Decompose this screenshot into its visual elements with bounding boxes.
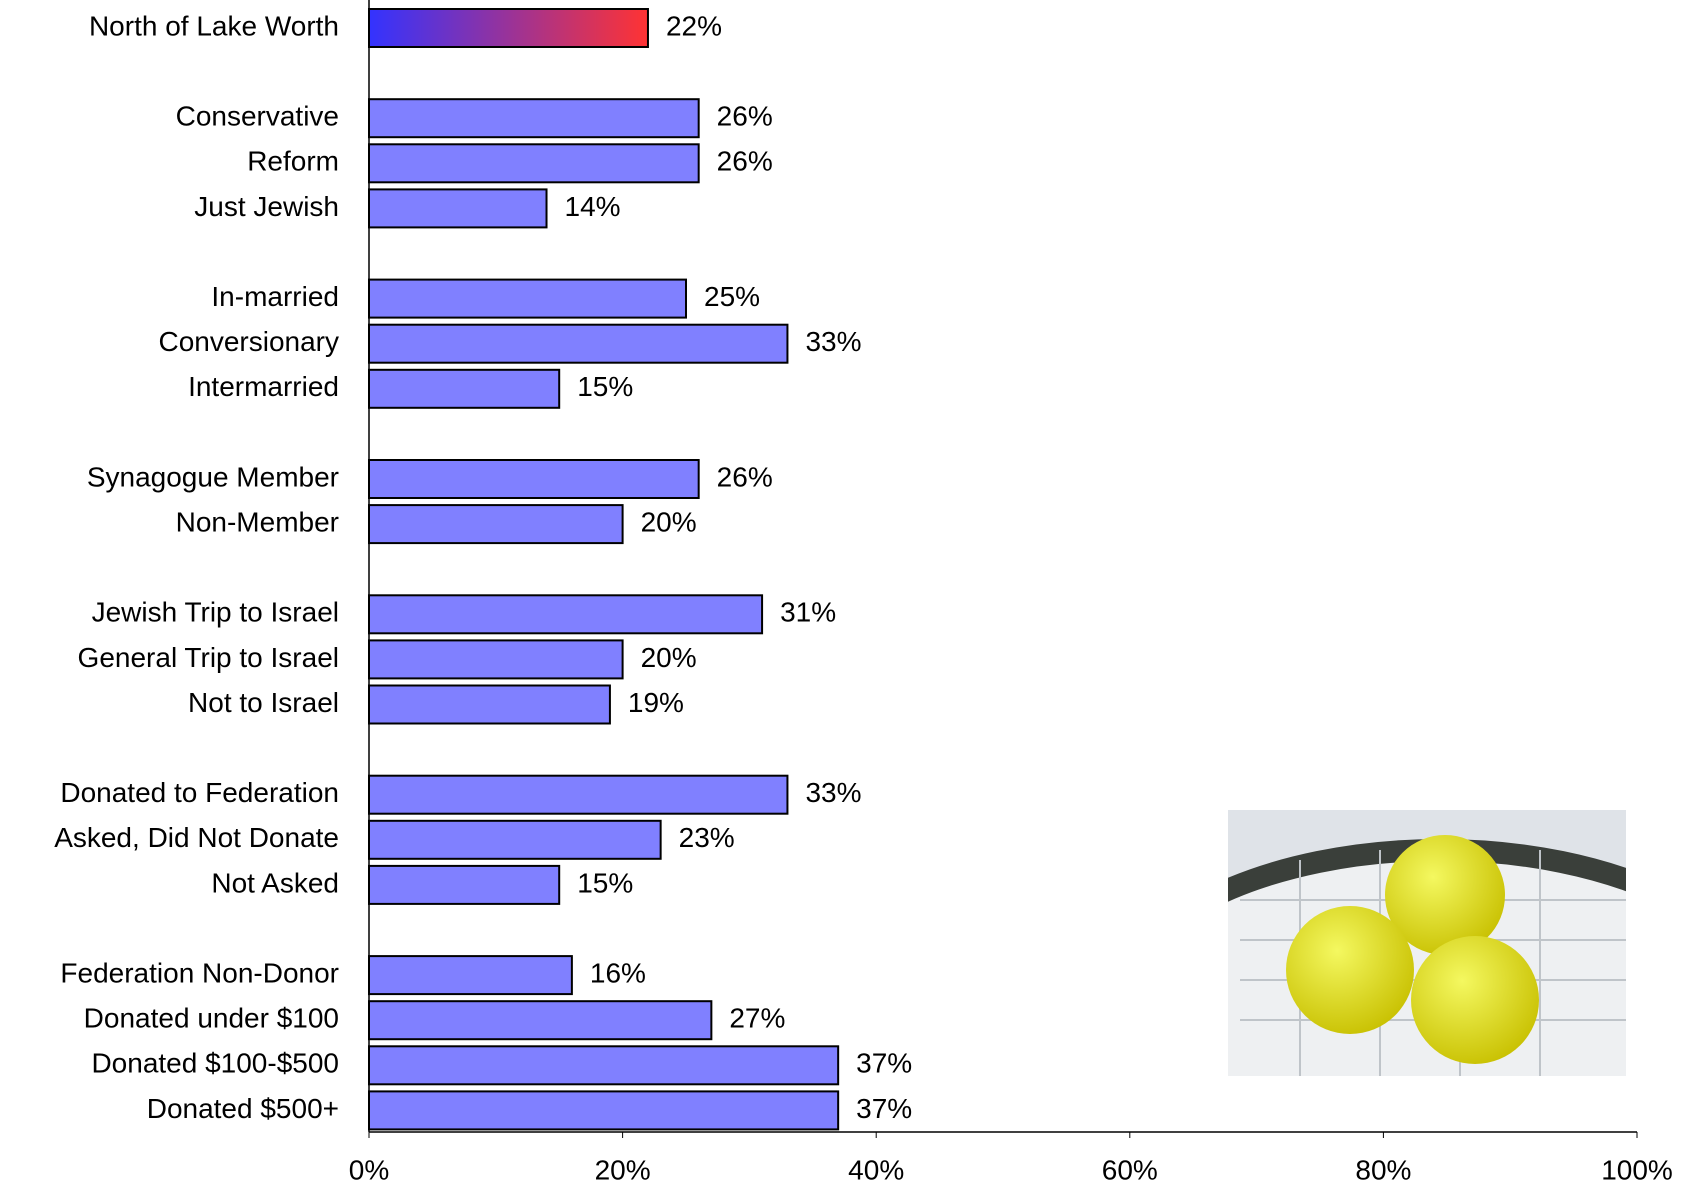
x-tick-label: 40% [848,1154,904,1185]
value-label: 20% [641,506,697,537]
value-label: 26% [717,101,773,132]
y-tick-label: In-married [211,281,339,312]
y-tick-label: Donated $500+ [147,1093,339,1124]
y-tick-label: Intermarried [188,371,339,402]
bar [368,684,611,725]
y-tick-label: Donated $100-$500 [91,1048,339,1079]
value-label: 20% [641,642,697,673]
bar [368,1045,840,1086]
x-tick-label: 80% [1355,1154,1411,1185]
value-label: 25% [704,281,760,312]
x-tick-label: 60% [1102,1154,1158,1185]
value-label: 23% [679,822,735,853]
bar [368,143,700,184]
value-label: 15% [577,867,633,898]
bar [368,278,687,319]
x-tick-label: 100% [1601,1154,1673,1185]
value-label: 33% [805,777,861,808]
y-tick-label: North of Lake Worth [89,10,339,41]
bar [368,98,700,139]
x-tick-label: 20% [595,1154,651,1185]
value-label: 37% [856,1093,912,1124]
bar [368,819,662,860]
value-label: 26% [717,461,773,492]
bar [368,955,573,996]
y-tick-label: Donated to Federation [60,777,339,808]
y-tick-label: Jewish Trip to Israel [92,597,339,628]
y-tick-label: Asked, Did Not Donate [54,822,339,853]
y-tick-label: Just Jewish [194,191,339,222]
value-label: 27% [729,1003,785,1034]
value-label: 33% [805,326,861,357]
bar [368,504,624,545]
bar [368,459,700,499]
bar [368,368,561,409]
y-tick-label: Not to Israel [188,687,339,718]
value-label: 37% [856,1048,912,1079]
y-tick-label: Federation Non-Donor [60,957,339,988]
bar [368,188,548,229]
y-tick-label: Conservative [176,101,339,132]
bar [368,1000,713,1041]
y-tick-label: Reform [247,146,339,177]
y-tick-label: Non-Member [176,506,339,537]
value-label: 14% [565,191,621,222]
y-tick-label: Not Asked [211,867,339,898]
bar [368,864,561,905]
bar [368,774,789,815]
value-label: 19% [628,687,684,718]
bar [368,8,649,48]
value-label: 16% [590,957,646,988]
value-label: 22% [666,10,722,41]
y-tick-label: Synagogue Member [87,461,339,492]
bar [368,639,624,680]
photo [1228,810,1626,1076]
value-label: 31% [780,597,836,628]
y-tick-label: General Trip to Israel [78,642,339,673]
value-label: 15% [577,371,633,402]
y-tick-label: Donated under $100 [84,1003,339,1034]
bar [368,594,764,635]
bar [368,323,789,364]
value-label: 26% [717,146,773,177]
y-tick-label: Conversionary [158,326,339,357]
x-tick-label: 0% [349,1154,389,1185]
bar [368,1090,840,1131]
